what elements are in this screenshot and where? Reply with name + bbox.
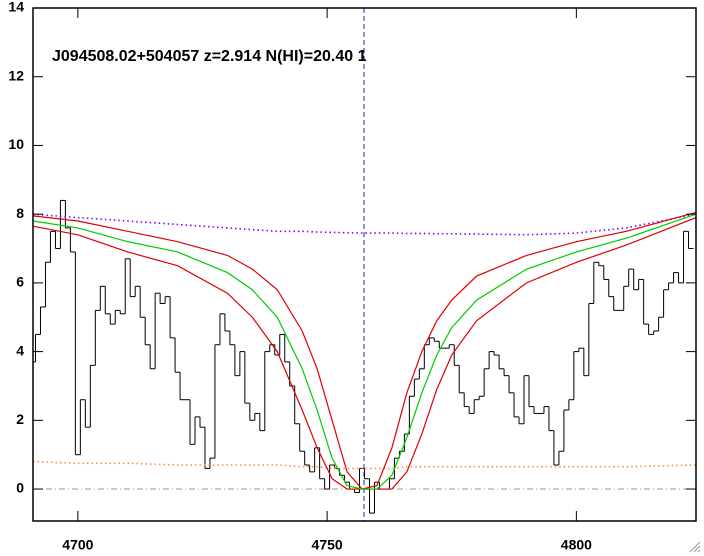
model-curve — [33, 213, 696, 490]
y-tick-label: 4 — [16, 342, 24, 358]
model-curve — [33, 211, 696, 490]
y-tick-label: 2 — [16, 411, 24, 427]
y-tick-label: 12 — [8, 67, 24, 83]
x-tick-label: 4750 — [312, 537, 343, 553]
x-tick-label: 4700 — [62, 537, 93, 553]
y-tick-label: 10 — [8, 136, 24, 152]
y-tick-label: 14 — [8, 0, 24, 15]
y-tick-label: 0 — [16, 480, 24, 496]
dotted-curve — [33, 460, 696, 470]
x-tick-label: 4800 — [561, 537, 592, 553]
resize-grip — [689, 541, 701, 553]
plot-area — [33, 8, 696, 521]
chart-title: J094508.02+504057 z=2.914 N(HI)=20.40 1 — [52, 48, 367, 65]
y-tick-label: 6 — [16, 274, 24, 290]
y-tick-label: 8 — [16, 205, 24, 221]
axes-frame — [32, 7, 697, 522]
dotted-curve — [33, 213, 696, 236]
